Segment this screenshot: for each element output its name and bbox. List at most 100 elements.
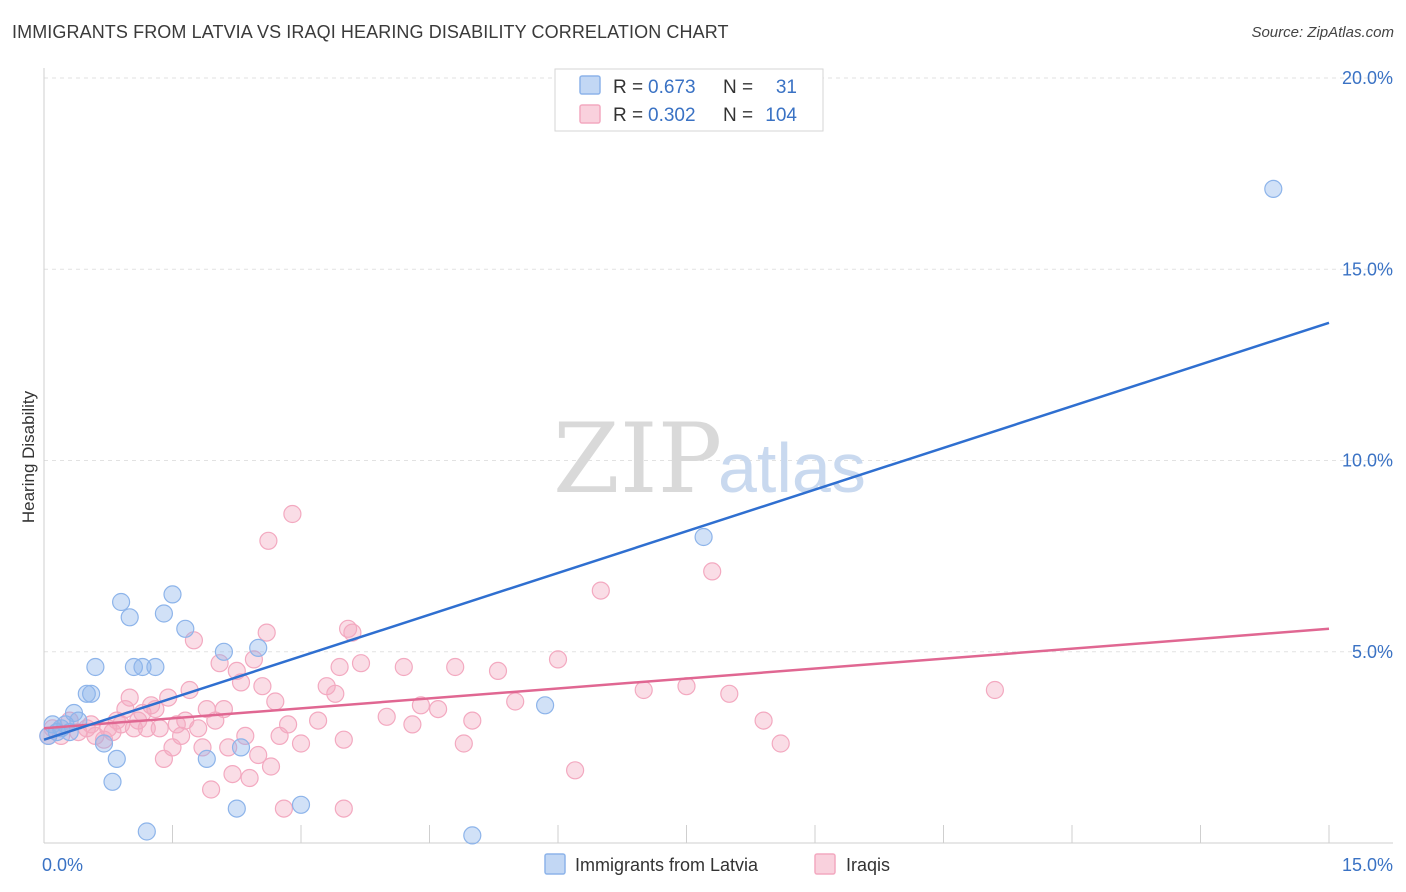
latvia-point-32 — [1264, 179, 1283, 198]
iraqis-point-83 — [985, 680, 1005, 700]
axes — [43, 68, 1393, 844]
latvia-points — [39, 179, 1283, 845]
latvia-point-30 — [535, 696, 555, 715]
bottom-legend-swatch-latvia — [544, 853, 566, 875]
legend-r-value-latvia: 0.673 — [648, 77, 696, 98]
iraqis-point-69 — [446, 657, 465, 677]
iraqis-point-25 — [167, 715, 186, 734]
x-tick-label-1: 15.0% — [1342, 855, 1393, 875]
iraqis-point-42 — [240, 768, 259, 788]
iraqis-point-57 — [326, 684, 345, 703]
y-tick-label-2: 15.0% — [1342, 259, 1393, 279]
latvia-point-31 — [694, 527, 713, 547]
legend-n-label-latvia: N = — [723, 77, 753, 98]
iraqis-point-35 — [210, 654, 229, 673]
iraqis-point-68 — [429, 699, 448, 719]
latvia-point-10 — [86, 657, 105, 677]
y-tick-labels: 5.0% 10.0% 15.0% 20.0% — [1342, 68, 1393, 662]
latvia-point-8 — [77, 684, 96, 703]
iraqis-point-30 — [189, 719, 208, 738]
watermark-zip: ZIP — [553, 403, 722, 515]
trend-lines — [43, 321, 1330, 741]
legend-n-value-latvia: 31 — [776, 77, 797, 98]
iraqis-trend-line — [43, 627, 1330, 730]
iraqis-point-46 — [257, 623, 276, 642]
iraqis-point-49 — [266, 692, 285, 711]
latvia-point-18 — [137, 822, 156, 841]
latvia-point-13 — [107, 749, 126, 769]
iraqis-point-75 — [565, 761, 585, 780]
iraqis-point-14 — [120, 688, 139, 707]
iraqis-point-81 — [754, 711, 773, 730]
iraqis-point-55 — [309, 711, 328, 730]
latvia-point-25 — [227, 799, 246, 818]
iraqis-point-52 — [279, 715, 298, 734]
iraqis-point-37 — [219, 738, 238, 757]
y-axis-label: Hearing Disability — [19, 390, 38, 523]
iraqis-point-38 — [223, 764, 242, 784]
latvia-point-26 — [231, 738, 251, 757]
chart-title: IMMIGRANTS FROM LATVIA VS IRAQI HEARING … — [12, 22, 729, 42]
latvia-point-12 — [103, 772, 122, 791]
iraqis-point-47 — [259, 531, 278, 550]
latvia-point-28 — [291, 795, 311, 814]
iraqis-point-79 — [703, 562, 722, 581]
iraqis-point-31 — [193, 738, 212, 757]
latvia-point-27 — [249, 638, 268, 658]
y-tick-label-3: 20.0% — [1342, 68, 1393, 88]
legend-box: R = 0.673 N = 31 R = 0.302 N = 104 — [554, 68, 824, 132]
legend-n-value-iraqis: 104 — [765, 105, 797, 126]
iraqis-point-70 — [454, 734, 473, 753]
iraqis-point-80 — [720, 684, 739, 703]
legend-swatch-iraqis — [579, 104, 601, 124]
source-label: Source: ZipAtlas.com — [1251, 24, 1394, 41]
x-tick-label-0: 0.0% — [42, 855, 83, 875]
latvia-point-24 — [214, 642, 233, 661]
iraqis-point-58 — [330, 657, 349, 677]
bottom-legend-swatch-iraqis — [814, 853, 836, 875]
iraqis-point-67 — [411, 696, 430, 715]
iraqis-points — [39, 504, 1005, 818]
legend-n-label-iraqis: N = — [723, 105, 753, 126]
iraqis-point-51 — [274, 799, 293, 818]
latvia-point-14 — [111, 592, 131, 612]
iraqis-point-43 — [244, 650, 263, 669]
iraqis-point-21 — [150, 719, 169, 738]
watermark: ZIP atlas — [553, 403, 866, 515]
legend-r-label-iraqis: R = — [613, 105, 643, 126]
y-tick-label-0: 5.0% — [1352, 642, 1393, 662]
iraqis-point-33 — [202, 780, 221, 799]
iraqis-point-77 — [634, 680, 653, 700]
latvia-trend-line — [43, 321, 1330, 741]
iraqis-point-73 — [506, 692, 525, 711]
iraqis-point-62 — [351, 654, 371, 673]
iraqis-point-65 — [394, 657, 413, 677]
latvia-point-15 — [120, 608, 139, 627]
latvia-point-22 — [176, 619, 195, 638]
latvia-point-9 — [81, 684, 101, 703]
x-tick-labels: 0.0% 15.0% — [42, 855, 1393, 875]
legend-r-label-latvia: R = — [613, 77, 643, 98]
iraqis-point-64 — [377, 707, 396, 726]
iraqis-point-78 — [677, 677, 696, 696]
iraqis-point-74 — [548, 650, 568, 669]
iraqis-point-63 — [334, 799, 353, 818]
iraqis-point-41 — [236, 726, 255, 746]
bottom-legend-label-iraqis: Iraqis — [846, 855, 890, 875]
iraqis-point-48 — [261, 757, 281, 776]
bottom-legend: Immigrants from Latvia Iraqis — [544, 853, 890, 875]
latvia-point-21 — [163, 585, 182, 604]
iraqis-point-59 — [334, 730, 353, 749]
iraqis-point-66 — [403, 715, 422, 734]
bottom-legend-label-latvia: Immigrants from Latvia — [575, 855, 759, 875]
iraqis-point-26 — [172, 726, 191, 746]
legend-swatch-latvia — [579, 75, 601, 95]
watermark-atlas: atlas — [718, 429, 866, 507]
iraqis-point-71 — [463, 711, 482, 730]
latvia-point-19 — [146, 657, 165, 677]
latvia-point-23 — [197, 749, 216, 769]
iraqis-point-44 — [249, 745, 268, 765]
latvia-point-11 — [94, 734, 114, 753]
legend-r-value-iraqis: 0.302 — [648, 105, 696, 126]
